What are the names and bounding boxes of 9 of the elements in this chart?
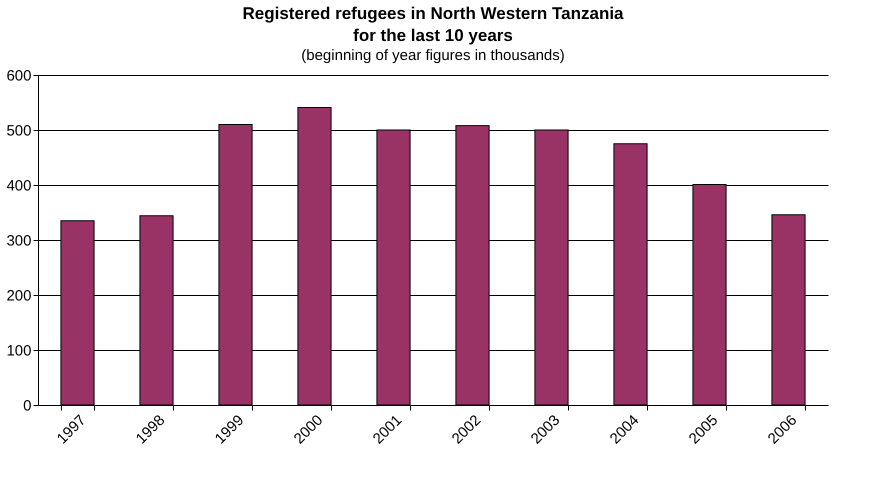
y-tick-label: 300 <box>6 232 32 250</box>
y-tick-label: 0 <box>23 398 32 414</box>
y-tick-label: 100 <box>6 342 32 360</box>
chart-subtitle: (beginning of year figures in thousands) <box>301 47 565 64</box>
chart-title: Registered refugees in North Western Tanzania for the last 10 years <box>242 4 624 45</box>
y-tick-label: 600 <box>6 68 32 84</box>
y-tick-label: 200 <box>6 288 32 304</box>
y-tick-label: 500 <box>6 122 32 140</box>
y-tick-label: 400 <box>6 178 32 194</box>
